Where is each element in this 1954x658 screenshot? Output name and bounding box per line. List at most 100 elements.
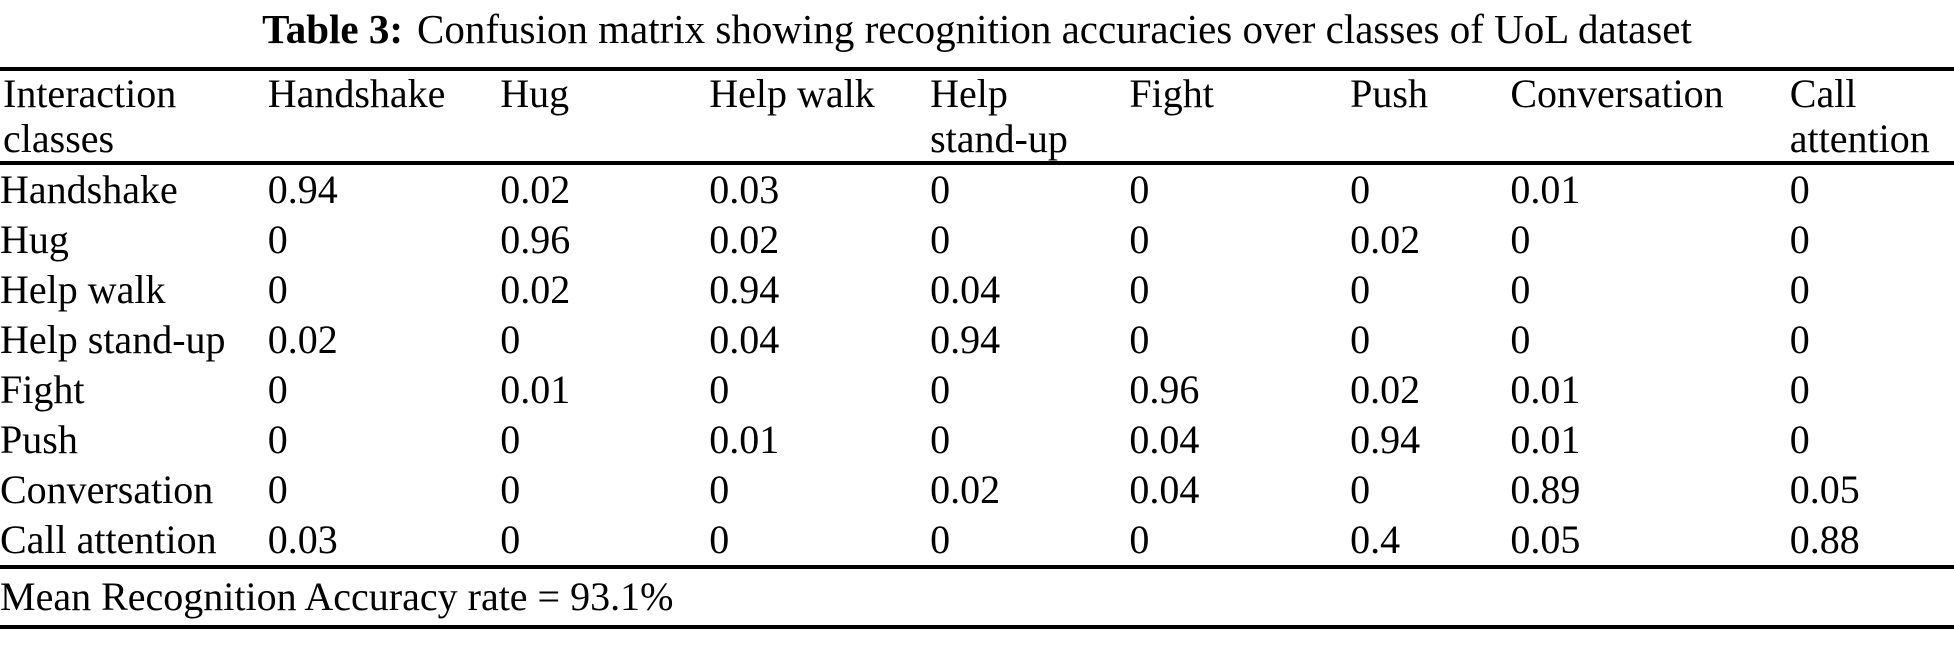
column-header-line: Call (1789, 71, 1857, 116)
cell-hug-help-walk: 0.02 (709, 217, 780, 262)
table-row-help-stand-up: Help stand-up 0.02 0 0.04 0.94 0 0 0 0 (0, 315, 1954, 365)
cell-help-walk-help-walk: 0.94 (709, 267, 780, 312)
cell-push-fight: 0.04 (1129, 417, 1200, 462)
column-header-help-stand-up: Help stand-up (930, 69, 1130, 165)
row-label-handshake: Handshake (0, 167, 178, 212)
column-header-line: Fight (1129, 71, 1214, 116)
cell-hug-help-stand-up: 0 (930, 217, 951, 262)
cell-conversation-call-attention: 0.05 (1789, 467, 1860, 512)
cell-fight-push: 0.02 (1350, 367, 1421, 412)
cell-hug-fight: 0 (1129, 217, 1150, 262)
column-header-push: Push (1350, 69, 1511, 165)
column-header-line: Handshake (267, 71, 446, 116)
cell-push-conversation: 0.01 (1510, 417, 1581, 462)
cell-help-walk-fight: 0 (1129, 267, 1150, 312)
cell-call-attention-help-walk: 0 (709, 515, 931, 569)
mean-accuracy-row: Mean Recognition Accuracy rate = 93.1% (0, 567, 1954, 629)
cell-push-push: 0.94 (1350, 417, 1421, 462)
cell-push-hug: 0 (500, 417, 521, 462)
cell-call-attention-hug: 0 (500, 515, 710, 569)
column-header-help-walk: Help walk (709, 69, 931, 165)
table-body: Handshake 0.94 0.02 0.03 0 0 0 0.01 0 Hug 0 0.96 0.0… (0, 163, 1954, 569)
cell-fight-hug: 0.01 (500, 367, 571, 412)
column-header-line: Help walk (709, 71, 875, 116)
column-header-conversation: Conversation (1510, 69, 1790, 165)
column-header-line: Push (1350, 71, 1428, 116)
cell-push-help-walk: 0.01 (709, 417, 780, 462)
cell-handshake-help-walk: 0.03 (709, 167, 780, 212)
mean-accuracy-note: Mean Recognition Accuracy rate = 93.1% (0, 567, 1954, 629)
column-header-handshake: Handshake (267, 69, 501, 165)
cell-help-stand-up-push: 0 (1350, 317, 1371, 362)
column-header-call-attention: Call attention (1789, 69, 1954, 165)
cell-handshake-call-attention: 0 (1789, 167, 1810, 212)
table-row-handshake: Handshake 0.94 0.02 0.03 0 0 0 0.01 0 (0, 163, 1954, 215)
cell-push-handshake: 0 (267, 417, 288, 462)
table-row-help-walk: Help walk 0 0.02 0.94 0.04 0 0 0 0 (0, 265, 1954, 315)
table-row-conversation: Conversation 0 0 0 0.02 0.04 0 0.89 0.05 (0, 465, 1954, 515)
cell-handshake-hug: 0.02 (500, 167, 571, 212)
table-header-row: Interaction classes Handshake Hug Help walk H… (0, 69, 1954, 165)
cell-conversation-help-stand-up: 0.02 (930, 467, 1001, 512)
cell-help-walk-hug: 0.02 (500, 267, 571, 312)
cell-conversation-fight: 0.04 (1129, 467, 1200, 512)
cell-call-attention-conversation: 0.05 (1510, 515, 1790, 569)
column-header-hug: Hug (500, 69, 710, 165)
column-header-line: Help (930, 71, 1008, 116)
cell-handshake-push: 0 (1350, 167, 1371, 212)
column-header-line: classes (3, 116, 115, 161)
cell-call-attention-help-stand-up: 0 (930, 515, 1130, 569)
cell-fight-help-stand-up: 0 (930, 367, 951, 412)
cell-help-stand-up-hug: 0 (500, 317, 521, 362)
caption-text: Confusion matrix showing recognition acc… (417, 6, 1692, 52)
row-label-fight: Fight (0, 367, 85, 412)
row-label-help-stand-up: Help stand-up (0, 317, 226, 362)
row-label-hug: Hug (0, 217, 69, 262)
cell-help-stand-up-help-stand-up: 0.94 (930, 317, 1001, 362)
cell-help-stand-up-fight: 0 (1129, 317, 1150, 362)
row-label-call-attention: Call attention (0, 515, 268, 569)
confusion-matrix-table: Interaction classes Handshake Hug Help walk H… (0, 67, 1954, 629)
cell-handshake-handshake: 0.94 (267, 167, 338, 212)
cell-fight-handshake: 0 (267, 367, 288, 412)
cell-conversation-push: 0 (1350, 467, 1371, 512)
column-header-interaction-classes: Interaction classes (0, 69, 268, 165)
cell-conversation-conversation: 0.89 (1510, 467, 1581, 512)
cell-handshake-conversation: 0.01 (1510, 167, 1581, 212)
column-header-line: Conversation (1510, 71, 1724, 116)
cell-help-walk-push: 0 (1350, 267, 1371, 312)
cell-fight-help-walk: 0 (709, 367, 730, 412)
cell-help-walk-help-stand-up: 0.04 (930, 267, 1001, 312)
header-row: Interaction classes Handshake Hug Help walk H… (0, 69, 1954, 165)
caption-label: Table 3: (262, 6, 404, 52)
cell-help-stand-up-handshake: 0.02 (267, 317, 338, 362)
table-row-push: Push 0 0 0.01 0 0.04 0.94 0.01 0 (0, 415, 1954, 465)
cell-help-stand-up-conversation: 0 (1510, 317, 1531, 362)
table-footer: Mean Recognition Accuracy rate = 93.1% (0, 567, 1954, 629)
cell-call-attention-handshake: 0.03 (267, 515, 501, 569)
column-header-line: Interaction (3, 71, 177, 116)
row-label-help-walk: Help walk (0, 267, 166, 312)
cell-hug-push: 0.02 (1350, 217, 1421, 262)
column-header-line: stand-up (930, 116, 1068, 161)
cell-help-walk-handshake: 0 (267, 267, 288, 312)
cell-hug-call-attention: 0 (1789, 217, 1810, 262)
cell-handshake-fight: 0 (1129, 167, 1150, 212)
cell-help-walk-call-attention: 0 (1789, 267, 1810, 312)
cell-call-attention-call-attention: 0.88 (1789, 515, 1954, 569)
cell-call-attention-fight: 0 (1129, 515, 1351, 569)
cell-hug-hug: 0.96 (500, 217, 571, 262)
cell-fight-call-attention: 0 (1789, 367, 1810, 412)
table-caption: Table 3: Confusion matrix showing recogni… (0, 0, 1954, 67)
cell-hug-conversation: 0 (1510, 217, 1531, 262)
table-row-fight: Fight 0 0.01 0 0 0.96 0.02 0.01 0 (0, 365, 1954, 415)
column-header-fight: Fight (1129, 69, 1351, 165)
cell-conversation-handshake: 0 (267, 467, 288, 512)
cell-hug-handshake: 0 (267, 217, 288, 262)
cell-fight-fight: 0.96 (1129, 367, 1200, 412)
row-label-conversation: Conversation (0, 467, 214, 512)
cell-help-stand-up-call-attention: 0 (1789, 317, 1810, 362)
cell-conversation-help-walk: 0 (709, 467, 730, 512)
cell-call-attention-push: 0.4 (1350, 515, 1511, 569)
